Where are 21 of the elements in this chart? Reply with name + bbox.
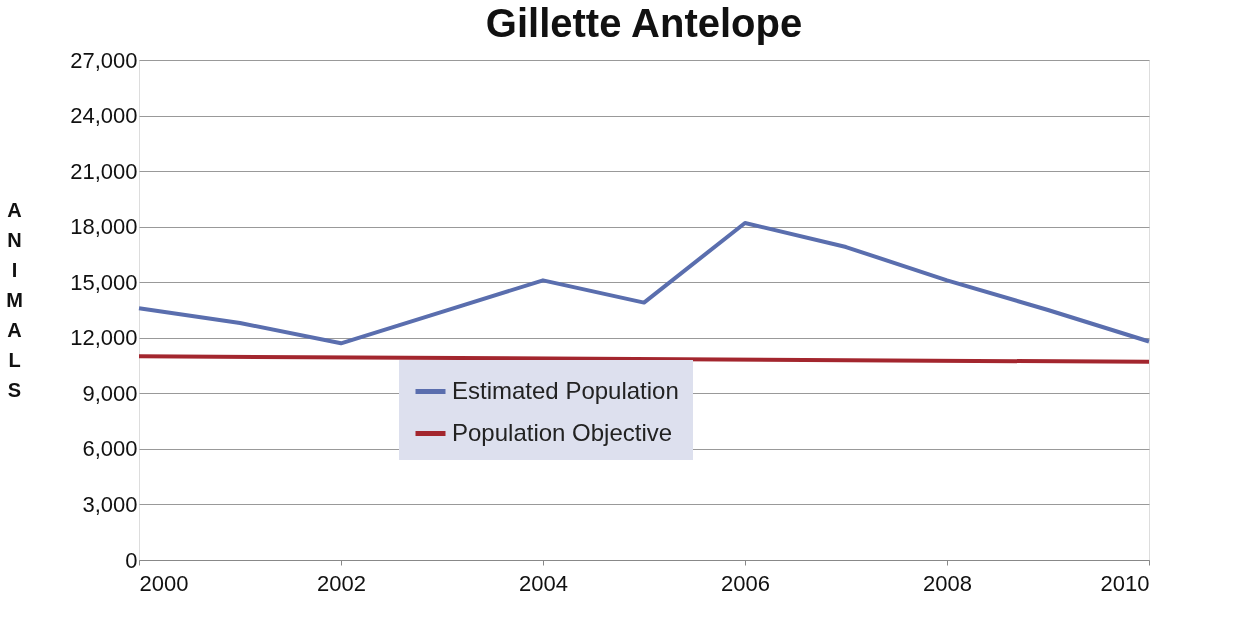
y-tick-label: 12,000 xyxy=(70,325,138,351)
y-axis-title: ANIMALS xyxy=(6,198,23,401)
line-series xyxy=(137,220,1151,346)
y-tick-label: 27,000 xyxy=(70,47,138,73)
chart-title: Gillette Antelope xyxy=(485,1,803,45)
x-tick-label: 2000 xyxy=(139,570,189,596)
y-tick-label: 3,000 xyxy=(82,491,138,517)
x-tick-label: 2008 xyxy=(923,570,972,596)
x-tick-label: 2002 xyxy=(317,570,366,596)
y-tick-label: 0 xyxy=(125,547,138,573)
x-tick-label: 2010 xyxy=(1100,570,1150,596)
y-tick-label: 18,000 xyxy=(70,214,138,240)
x-tick-label: 2006 xyxy=(721,570,770,596)
y-tick-label: 6,000 xyxy=(82,436,138,462)
y-tick-label: 15,000 xyxy=(70,269,138,295)
legend-label: Population Objective xyxy=(452,418,673,446)
x-tick-label: 2004 xyxy=(519,570,568,596)
y-tick-label: 9,000 xyxy=(82,380,138,406)
legend-label: Estimated Population xyxy=(452,376,679,404)
y-tick-label: 21,000 xyxy=(70,158,138,184)
y-tick-label: 24,000 xyxy=(70,103,138,129)
